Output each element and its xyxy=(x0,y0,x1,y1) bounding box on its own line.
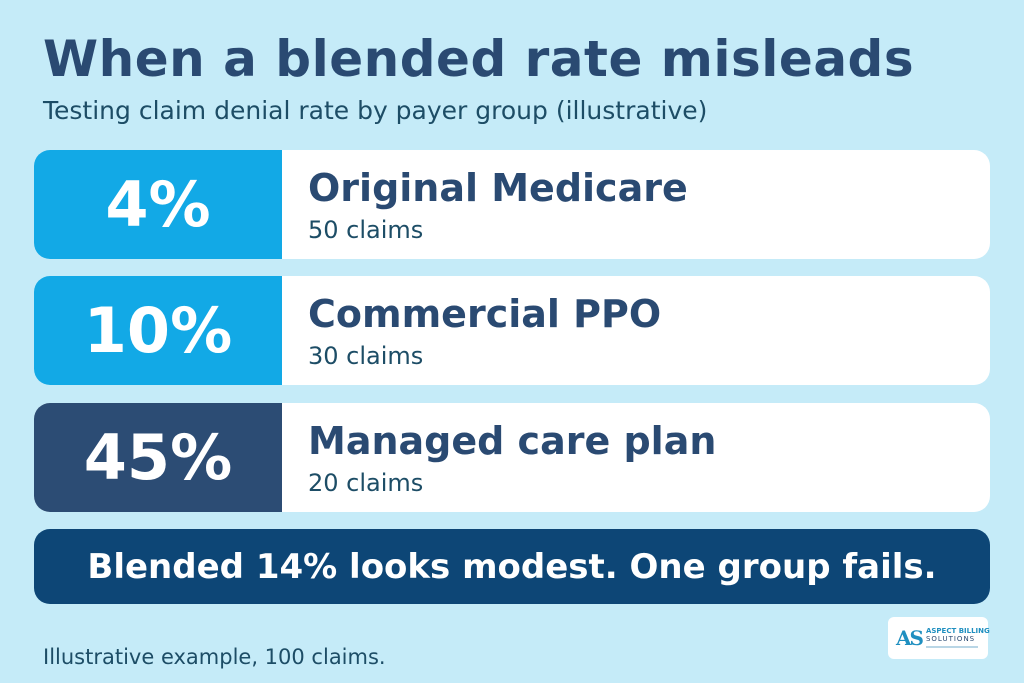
payer-group-card-managed-care: 45% Managed care plan 20 claims xyxy=(34,403,990,512)
logo-tagline-rule xyxy=(925,646,978,648)
logo-mark: AS xyxy=(896,626,924,650)
claims-count: 50 claims xyxy=(308,216,424,244)
claims-count: 30 claims xyxy=(308,342,424,370)
page-subtitle: Testing claim denial rate by payer group… xyxy=(43,96,708,125)
denial-rate-tile: 45% xyxy=(34,403,282,512)
payer-group-card-commercial-ppo: 10% Commercial PPO 30 claims xyxy=(34,276,990,385)
page-title: When a blended rate misleads xyxy=(43,30,915,88)
payer-group-name: Original Medicare xyxy=(308,166,688,210)
logo-line-1: ASPECT BILLING xyxy=(925,627,990,635)
payer-group-name: Commercial PPO xyxy=(308,292,662,336)
footnote: Illustrative example, 100 claims. xyxy=(43,645,386,669)
payer-group-name: Managed care plan xyxy=(308,419,717,463)
company-logo: AS ASPECT BILLING SOLUTIONS xyxy=(888,617,990,659)
denial-rate-tile: 10% xyxy=(34,276,282,385)
payer-group-card-original-medicare: 4% Original Medicare 50 claims xyxy=(34,150,990,259)
blended-rate-banner: Blended 14% looks modest. One group fail… xyxy=(34,529,990,604)
claims-count: 20 claims xyxy=(308,469,424,497)
denial-rate-tile: 4% xyxy=(34,150,282,259)
logo-wordmark: ASPECT BILLING SOLUTIONS xyxy=(925,627,990,648)
logo-line-2: SOLUTIONS xyxy=(925,635,976,643)
